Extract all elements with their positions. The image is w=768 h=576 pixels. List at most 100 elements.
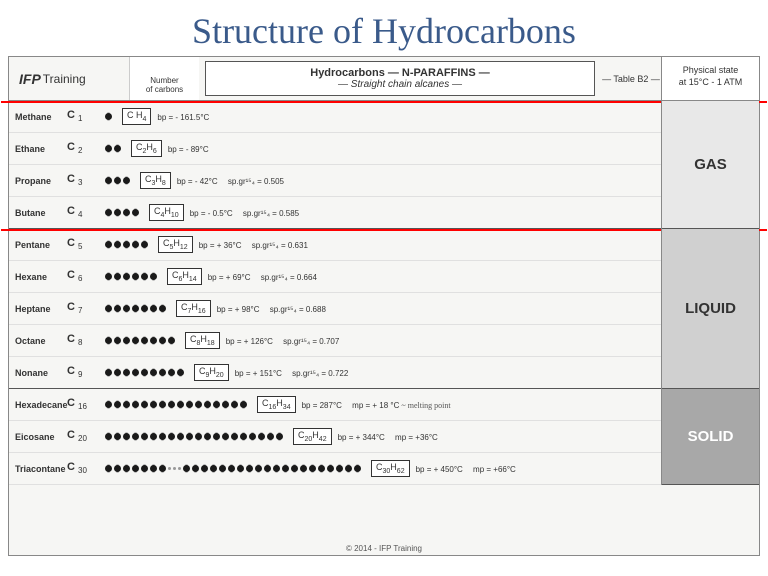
carbon-atom-icon [123,209,130,216]
carbon-atom-icon [132,273,139,280]
carbon-atom-icon [114,305,121,312]
carbon-atom-icon [273,465,280,472]
carbon-atom-icon [177,401,184,408]
carbon-atom-icon [105,209,112,216]
carbon-atom-icon [114,337,121,344]
carbon-atom-icon [255,465,262,472]
numcarbons-l2: of carbons [130,86,199,95]
boiling-point: bp = - 0.5°C [190,209,233,218]
carbon-atom-icon [141,401,148,408]
carbon-atom-icon [267,433,274,440]
row-tail: bp = - 89°C [168,144,661,154]
carbon-atom-icon [159,337,166,344]
molecule-chain [101,369,188,376]
boiling-point: bp = + 151°C [235,369,282,378]
boiling-point: bp = - 89°C [168,145,209,154]
carbon-atom-icon [114,369,121,376]
compound-name: Hexane [9,272,67,282]
row-tail: bp = + 36°C sp.gr¹⁵₄ = 0.631 [199,240,661,250]
carbon-atom-icon [114,177,121,184]
molecule-chain [101,465,365,472]
carbon-atom-icon [150,401,157,408]
boiling-point: bp = + 126°C [226,337,273,346]
carbon-atom-icon [150,369,157,376]
carbon-atom-icon [132,241,139,248]
melting-point: mp = +66°C [471,465,516,474]
logo-brand: IFP [19,71,41,87]
boiling-point: bp = + 98°C [217,305,260,314]
carbon-atom-icon [222,433,229,440]
carbon-atom-icon [114,401,121,408]
carbon-atom-icon [123,273,130,280]
carbon-atom-icon [105,241,112,248]
carbon-atom-icon [213,433,220,440]
molecular-formula: C7H16 [176,300,211,317]
carbon-atom-icon [195,433,202,440]
carbon-atom-icon [123,369,130,376]
compound-name: Nonane [9,368,67,378]
carbon-atom-icon [168,369,175,376]
boiling-point: bp = + 36°C [199,241,242,250]
row-tail: bp = + 151°C sp.gr¹⁵₄ = 0.722 [235,368,661,378]
carbon-atom-icon [141,369,148,376]
table-row: EicosaneC 20C20H42bp = + 344°C mp = +36°… [9,421,759,453]
carbon-atom-icon [186,433,193,440]
specific-gravity: sp.gr¹⁵₄ = 0.664 [259,273,317,282]
boiling-point: bp = - 42°C [177,177,218,186]
specific-gravity: sp.gr¹⁵₄ = 0.707 [281,337,339,346]
carbon-atom-icon [213,401,220,408]
carbon-atom-icon [132,433,139,440]
carbon-atom-icon [177,369,184,376]
compound-name: Propane [9,176,67,186]
carbon-atom-icon [276,433,283,440]
carbon-count: C 2 [67,141,101,155]
molecular-formula: C9H20 [194,364,229,381]
carbon-atom-icon [123,305,130,312]
carbon-atom-icon [159,305,166,312]
carbon-atom-icon [114,273,121,280]
specific-gravity: sp.gr¹⁵₄ = 0.631 [250,241,308,250]
carbon-atom-icon [123,241,130,248]
table-row: PentaneC 5C5H12bp = + 36°C sp.gr¹⁵₄ = 0.… [9,229,759,261]
carbon-atom-icon [150,305,157,312]
carbon-atom-icon [105,433,112,440]
carbon-atom-icon [345,465,352,472]
phys-l1: Physical state [662,65,759,77]
specific-gravity: sp.gr¹⁵₄ = 0.688 [268,305,326,314]
carbon-atom-icon [141,465,148,472]
carbon-atom-icon [282,465,289,472]
carbon-atom-icon [132,401,139,408]
molecular-formula: C4H10 [149,204,184,221]
carbon-atom-icon [123,433,130,440]
carbon-atom-icon [246,465,253,472]
carbon-atom-icon [222,401,229,408]
compound-name: Ethane [9,144,67,154]
carbon-atom-icon [249,433,256,440]
carbon-count: C 6 [67,269,101,283]
carbon-atom-icon [318,465,325,472]
table-header: IFPTraining Number of carbons Hydrocarbo… [9,57,759,101]
carbon-atom-icon [240,433,247,440]
phys-l2: at 15°C - 1 ATM [662,77,759,89]
row-tail: bp = 287°C mp = + 18 °C ~ melting point [302,400,661,410]
carbon-count: C 4 [67,205,101,219]
carbon-atom-icon [132,337,139,344]
row-tail: bp = + 344°C mp = +36°C [338,432,661,442]
table-row: ButaneC 4C4H10bp = - 0.5°C sp.gr¹⁵₄ = 0.… [9,197,759,229]
melting-point: mp = + 18 °C [350,401,399,410]
table-row: NonaneC 9C9H20bp = + 151°C sp.gr¹⁵₄ = 0.… [9,357,759,389]
carbon-atom-icon [168,401,175,408]
carbon-atom-icon [114,465,121,472]
compound-name: Methane [9,112,67,122]
carbon-atom-icon [237,465,244,472]
carbon-count: C 1 [67,109,101,123]
carbon-atom-icon [183,465,190,472]
carbon-atom-icon [336,465,343,472]
carbon-atom-icon [114,145,121,152]
table-title-l1: Hydrocarbons — N-PARAFFINS — [310,67,489,79]
state-solid: SOLID [662,389,759,485]
row-tail: bp = + 98°C sp.gr¹⁵₄ = 0.688 [217,304,661,314]
carbon-atom-icon [141,273,148,280]
carbon-count: C 20 [67,429,101,443]
carbon-atom-icon [264,465,271,472]
